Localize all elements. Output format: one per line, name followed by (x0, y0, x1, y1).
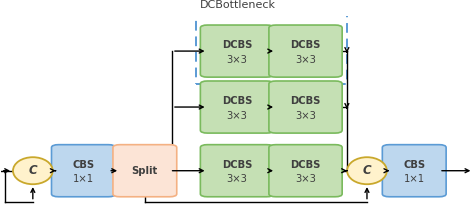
Ellipse shape (347, 157, 387, 184)
Text: DCBS: DCBS (222, 40, 252, 50)
Text: Split: Split (132, 166, 158, 176)
FancyBboxPatch shape (52, 145, 115, 197)
FancyBboxPatch shape (113, 145, 177, 197)
FancyBboxPatch shape (201, 25, 273, 77)
Text: 3×3: 3×3 (227, 55, 247, 65)
Text: 1×1: 1×1 (73, 174, 94, 184)
Text: DCBS: DCBS (291, 40, 321, 50)
FancyBboxPatch shape (269, 145, 342, 197)
Text: CBS: CBS (73, 160, 94, 170)
Text: 3×3: 3×3 (227, 174, 247, 184)
Text: DCBS: DCBS (291, 96, 321, 106)
FancyBboxPatch shape (201, 81, 273, 133)
Text: DCBS: DCBS (222, 160, 252, 170)
FancyBboxPatch shape (201, 145, 273, 197)
Text: CBS: CBS (403, 160, 425, 170)
Text: DCBottleneck: DCBottleneck (201, 0, 276, 10)
Text: 3×3: 3×3 (295, 174, 316, 184)
Text: 3×3: 3×3 (227, 111, 247, 121)
Text: C: C (28, 164, 37, 177)
Text: 3×3: 3×3 (295, 55, 316, 65)
FancyBboxPatch shape (383, 145, 446, 197)
Text: C: C (363, 164, 371, 177)
FancyBboxPatch shape (269, 25, 342, 77)
Text: DCBS: DCBS (291, 160, 321, 170)
Text: 1×1: 1×1 (404, 174, 425, 184)
Text: 3×3: 3×3 (295, 111, 316, 121)
Ellipse shape (13, 157, 53, 184)
FancyBboxPatch shape (269, 81, 342, 133)
Text: DCBS: DCBS (222, 96, 252, 106)
